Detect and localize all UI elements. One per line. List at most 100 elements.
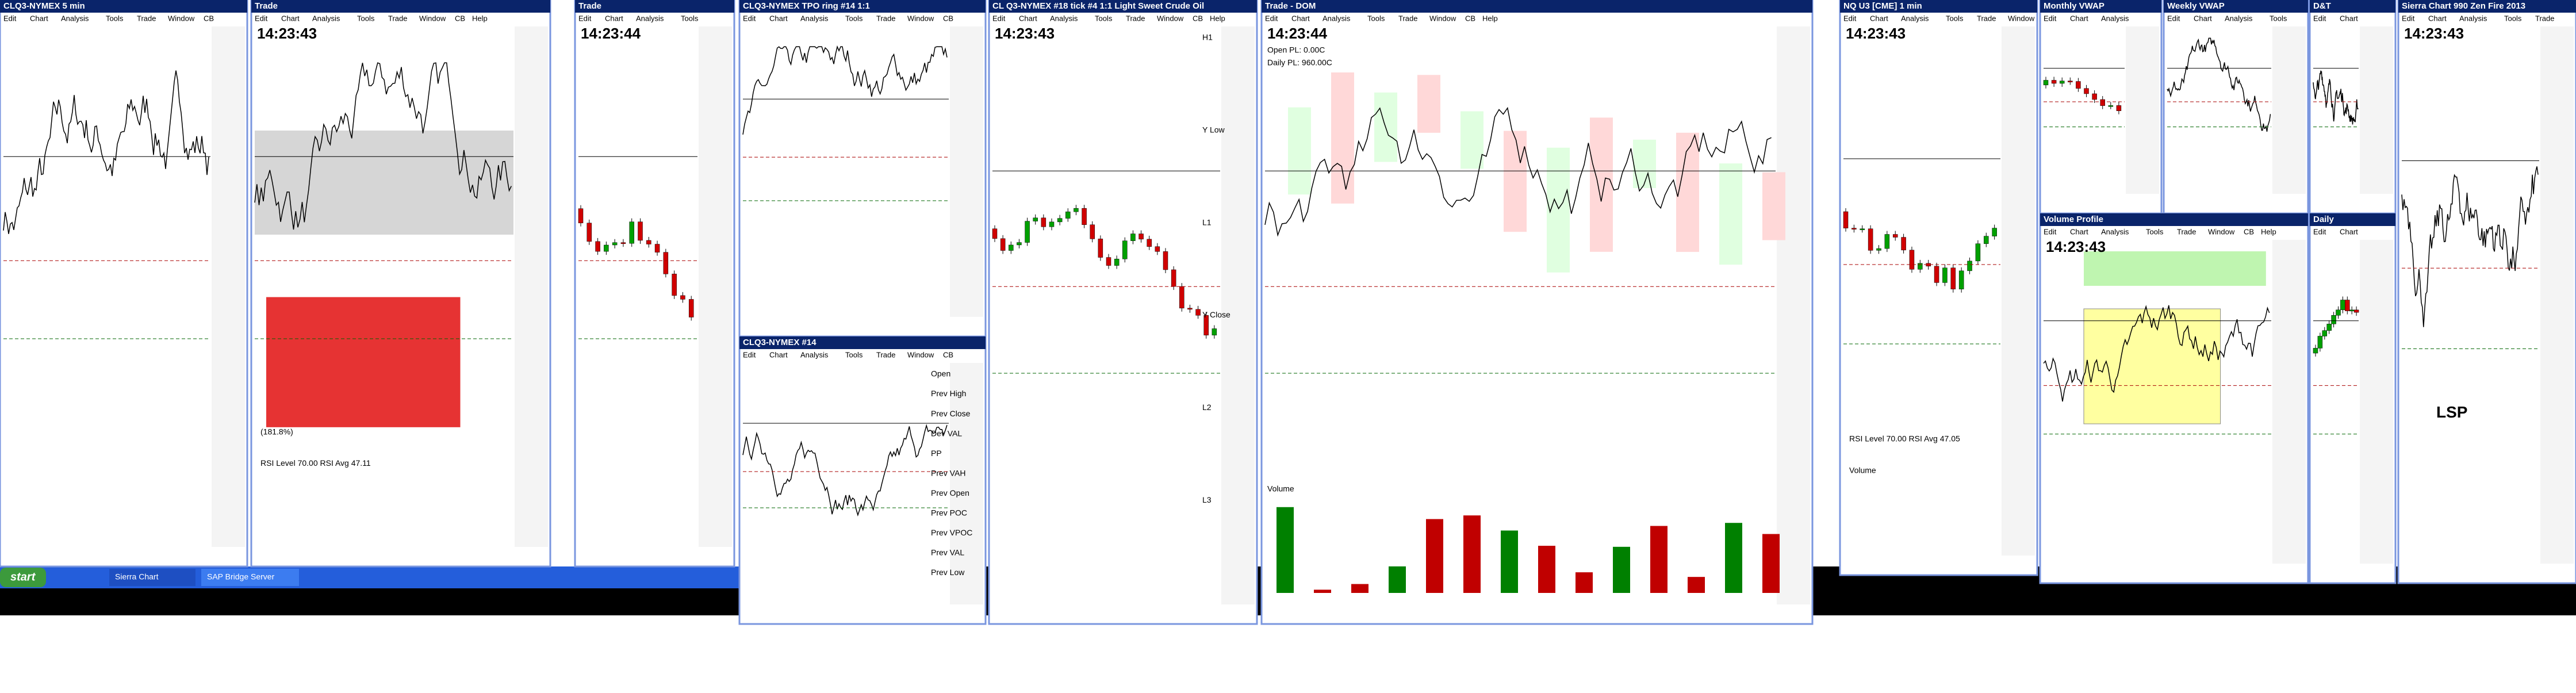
menu-item[interactable]: Tools [681,14,699,22]
chart-label: Open PL: 0.00C [1267,45,1325,55]
menu-item[interactable]: Window [2208,227,2235,236]
menu-item[interactable]: Chart [769,14,788,22]
menu-item[interactable]: Tools [106,14,124,22]
menu-item[interactable]: Chart [281,14,300,22]
task-label[interactable]: SAP Bridge Server [207,572,275,581]
start-label[interactable]: start [10,571,36,583]
menu-item[interactable]: Edit [578,14,592,22]
menu-item[interactable]: Tools [357,14,375,22]
volume-bar [1613,546,1630,593]
axis-strip [2272,26,2306,194]
menu-item[interactable]: Chart [2340,227,2358,236]
menu-item[interactable]: CB [204,14,214,22]
menu-item[interactable]: Edit [992,14,1006,22]
menu-item[interactable]: Trade [2177,227,2196,236]
task-label[interactable]: Sierra Chart [115,572,159,581]
menu-item[interactable]: Analysis [636,14,664,22]
menu-item[interactable]: Window [1429,14,1456,22]
menu-item[interactable]: Tools [2146,227,2164,236]
menu-item[interactable]: Chart [2194,14,2212,22]
menu-item[interactable]: Tools [1946,14,1964,22]
candle [672,274,677,296]
menu-item[interactable]: Trade [1977,14,1996,22]
menu-item[interactable]: Chart [30,14,48,22]
menu-item[interactable]: Help [2261,227,2276,236]
menu-item[interactable]: Edit [255,14,268,22]
menu-item[interactable]: Window [1157,14,1184,22]
menu-item[interactable]: Analysis [2101,227,2129,236]
menu-item[interactable]: Trade [2535,14,2554,22]
menu-item[interactable]: Chart [1870,14,1888,22]
menu-item[interactable]: Window [907,14,934,22]
task-item[interactable] [109,569,195,586]
menu-item[interactable]: Trade [876,350,895,359]
chart-label: L3 [1202,495,1212,504]
menu-item[interactable]: Edit [2313,14,2326,22]
menu-item[interactable]: Edit [2167,14,2180,22]
menu-item[interactable]: Analysis [61,14,89,22]
menu-item[interactable]: Edit [743,14,756,22]
menu-item[interactable]: Tools [845,14,863,22]
menu-item[interactable]: Analysis [2225,14,2253,22]
candle [680,295,685,300]
menu-item[interactable]: Edit [1843,14,1857,22]
menu-item[interactable]: Trade [876,14,895,22]
menu-item[interactable]: CB [455,14,465,22]
menu-item[interactable]: Edit [2313,227,2326,236]
menu-item[interactable]: Help [1482,14,1498,22]
menu-item[interactable]: Tools [2504,14,2522,22]
chart-label: Prev POC [931,508,967,518]
menu-item[interactable]: Window [168,14,195,22]
menu-item[interactable]: Window [907,350,934,359]
window-frame [738,335,987,625]
menu-item[interactable]: Analysis [1322,14,1351,22]
menu-item[interactable]: Chart [2070,14,2088,22]
menu-item[interactable]: Analysis [800,350,829,359]
menu-item[interactable]: Edit [3,14,17,22]
menu-item[interactable]: Analysis [800,14,829,22]
menu-item[interactable]: Tools [1095,14,1113,22]
menu-item[interactable]: Edit [2044,227,2057,236]
menu-item[interactable]: Analysis [312,14,340,22]
menu-item[interactable]: Window [419,14,446,22]
volume-bar [1389,566,1406,593]
menu-item[interactable]: Chart [1019,14,1037,22]
menu-item[interactable]: Tools [1367,14,1385,22]
task-item[interactable] [201,569,299,586]
menu-item[interactable]: CB [2244,227,2254,236]
menu-item[interactable]: Edit [743,350,756,359]
title-bar [2164,0,2308,13]
candle [2043,80,2049,86]
menu-item[interactable]: Help [472,14,488,22]
menu-item[interactable]: Chart [769,350,788,359]
menu-item[interactable]: Edit [1265,14,1278,22]
candle [1033,217,1038,221]
menu-item[interactable]: Edit [2402,14,2415,22]
menu-item[interactable]: Window [2008,14,2035,22]
menu-item[interactable]: Trade [1126,14,1145,22]
menu-item[interactable]: Edit [2044,14,2057,22]
menu-item[interactable]: Analysis [1901,14,1929,22]
menu-item[interactable]: Trade [388,14,407,22]
menu-item[interactable]: CB [1465,14,1475,22]
menu-item[interactable]: Trade [1398,14,1417,22]
menu-item[interactable]: Chart [2340,14,2358,22]
axis-strip [1777,26,1810,604]
menu-item[interactable]: Chart [2428,14,2447,22]
start-button[interactable] [0,568,46,587]
candle [1074,208,1079,212]
menu-item[interactable]: CB [1193,14,1203,22]
menu-item[interactable]: Analysis [1050,14,1078,22]
menu-item[interactable]: Analysis [2459,14,2487,22]
menu-item[interactable]: Chart [605,14,623,22]
menu-item[interactable]: Trade [137,14,156,22]
menu-item[interactable]: Tools [2270,14,2287,22]
menu-item[interactable]: Analysis [2101,14,2129,22]
menu-item[interactable]: Help [1210,14,1225,22]
menu-item[interactable]: CB [943,350,953,359]
candle [1082,208,1087,225]
menu-item[interactable]: Tools [845,350,863,359]
menu-item[interactable]: Chart [1291,14,1310,22]
menu-item[interactable]: CB [943,14,953,22]
menu-item[interactable]: Chart [2070,227,2088,236]
